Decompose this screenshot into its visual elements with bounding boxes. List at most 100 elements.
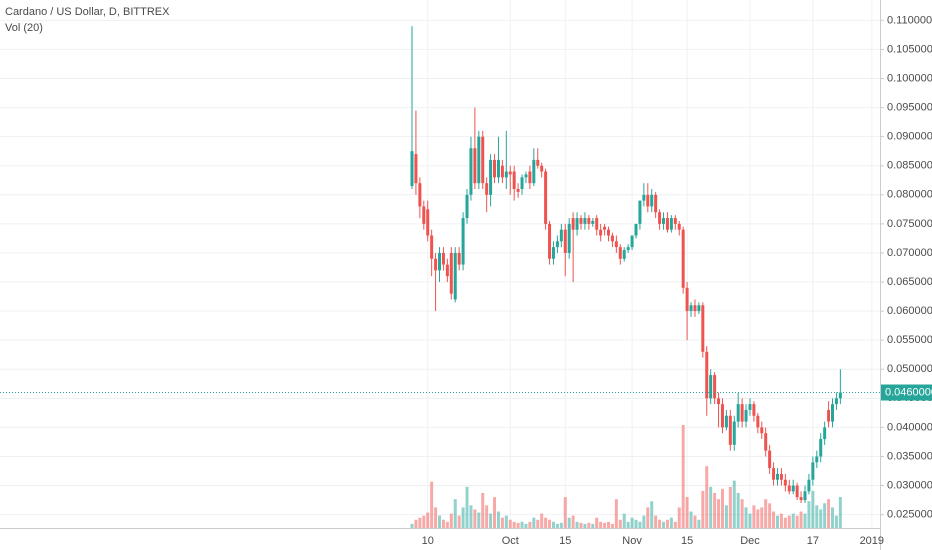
candle-body — [591, 220, 595, 224]
candle-body — [469, 148, 473, 195]
candle-body — [732, 421, 736, 445]
candle-body — [449, 252, 453, 294]
candle-body — [701, 305, 705, 352]
candle-body — [520, 177, 524, 189]
volume-bar — [540, 513, 544, 528]
candle-body — [779, 473, 783, 480]
volume-bar — [815, 505, 819, 528]
volume-bar — [756, 509, 760, 528]
candle-body — [834, 398, 838, 405]
volume-bar — [838, 497, 842, 528]
candle-body — [544, 171, 548, 224]
candle-body — [438, 252, 442, 271]
candle-body — [697, 305, 701, 312]
candle-body — [445, 264, 449, 277]
volume-bar — [481, 492, 485, 528]
volume-bar — [740, 499, 744, 528]
volume-bar — [650, 501, 654, 528]
volume-bar — [453, 499, 457, 528]
candle-body — [508, 171, 512, 175]
y-tick-label: 0.10500000 — [887, 43, 932, 55]
volume-bar — [622, 513, 626, 528]
candle-body — [426, 209, 430, 236]
volume-bar — [681, 425, 685, 528]
volume-bar — [705, 466, 709, 528]
volume-bar — [508, 519, 512, 528]
volume-bar — [410, 523, 414, 528]
volume-bar — [493, 497, 497, 528]
candle-body — [512, 171, 516, 189]
volume-bar — [559, 522, 563, 528]
volume-bar — [528, 521, 532, 528]
candle-body — [673, 218, 677, 224]
volume-bar — [536, 519, 540, 528]
volume-bar — [827, 499, 831, 528]
volume-bar — [469, 505, 473, 528]
volume-bar — [434, 507, 438, 528]
volume-bar — [473, 509, 477, 528]
volume-bar — [489, 513, 493, 528]
volume-bar — [595, 517, 599, 528]
volume-bar — [520, 521, 524, 528]
candle-body — [473, 148, 477, 184]
last-price-box — [881, 384, 932, 401]
x-tick-label: Oct — [502, 535, 519, 547]
candle-body — [831, 404, 835, 422]
y-tick-label: 0.03500000 — [887, 450, 932, 462]
candle-body — [579, 218, 583, 224]
volume-bar — [662, 521, 666, 528]
volume-bar — [532, 517, 536, 528]
candle-body — [603, 226, 607, 230]
candle-body — [689, 305, 693, 312]
x-tick-label: 17 — [807, 535, 819, 547]
candle-body — [587, 218, 591, 224]
x-tick-label: 15 — [559, 535, 571, 547]
candle-body — [760, 427, 764, 434]
volume-bar — [760, 507, 764, 528]
volume-bar — [583, 523, 587, 528]
volume-bar — [575, 521, 579, 528]
candle-body — [457, 252, 461, 265]
volume-bar — [607, 521, 610, 528]
x-tick-label: Nov — [622, 535, 642, 547]
volume-bar — [630, 517, 634, 528]
volume-bar — [579, 522, 583, 528]
volume-bar — [807, 501, 811, 528]
candle-body — [791, 485, 795, 492]
last-price-label: 0.04600000 — [885, 386, 932, 398]
candle-body — [410, 151, 414, 187]
y-tick-label: 0.09500000 — [887, 101, 932, 113]
candle-body — [477, 136, 481, 184]
candle-body — [803, 491, 807, 501]
candle-body — [465, 194, 469, 219]
volume-bar — [811, 490, 815, 528]
volume-bar — [752, 505, 756, 528]
candle-body — [622, 250, 626, 259]
candle-body — [422, 206, 426, 224]
y-tick-label: 0.02500000 — [887, 509, 932, 521]
volume-bar — [587, 522, 591, 528]
volume-bar — [768, 503, 772, 528]
candle-body — [642, 194, 646, 201]
volume-layer — [410, 425, 842, 528]
volume-bar — [555, 523, 559, 528]
y-tick-label: 0.06000000 — [887, 305, 932, 317]
volume-bar — [697, 519, 701, 528]
candle-body — [819, 439, 823, 457]
volume-bar — [430, 481, 434, 528]
volume-bar — [783, 517, 787, 528]
volume-bar — [775, 515, 779, 528]
volume-bar — [544, 517, 548, 528]
x-tick-label: 2019 — [860, 535, 884, 547]
volume-bar — [772, 511, 776, 528]
candle-body — [481, 136, 485, 184]
volume-bar — [548, 519, 552, 528]
volume-bar — [720, 488, 724, 528]
volume-bar — [591, 523, 595, 528]
candle-body — [610, 235, 614, 242]
candle-body — [752, 404, 756, 416]
candle-layer — [410, 26, 842, 503]
candle-body — [599, 229, 603, 236]
